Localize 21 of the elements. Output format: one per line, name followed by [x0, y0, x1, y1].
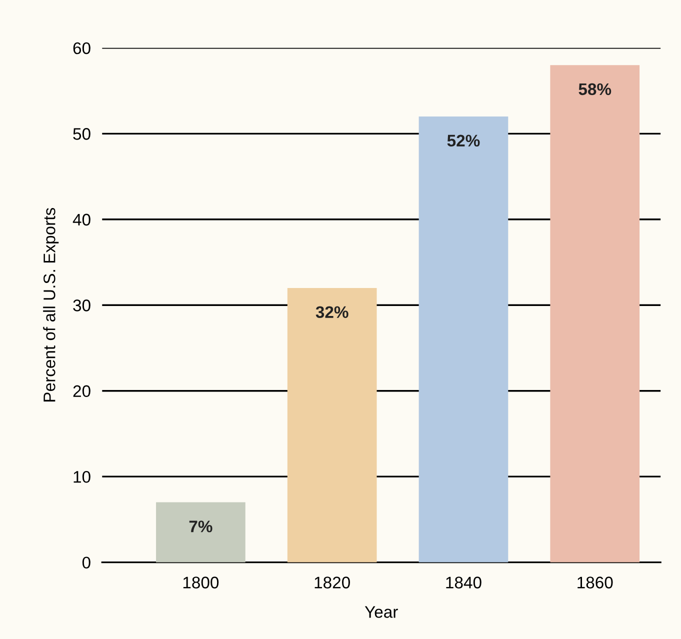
y-axis-title: Percent of all U.S. Exports: [43, 208, 59, 402]
bar: [418, 116, 508, 562]
y-tick-label: 20: [73, 385, 90, 398]
y-tick-label: 0: [82, 556, 90, 569]
y-tick-label: 50: [73, 128, 90, 140]
data-label: 58%: [578, 83, 612, 96]
x-tick-label: 1840: [446, 576, 482, 588]
x-axis-title: Year: [364, 606, 398, 618]
bar: [550, 65, 640, 562]
x-tick-label: 1860: [578, 576, 613, 588]
y-tick-label: 40: [72, 214, 90, 226]
y-tick-label: 30: [73, 300, 90, 312]
y-tick-label: 60: [73, 42, 90, 54]
x-tick-label: 1820: [314, 576, 350, 588]
bar: [287, 288, 377, 562]
x-tick-label: 1800: [183, 576, 219, 588]
data-label: 7%: [189, 520, 212, 532]
y-tick-label: 10: [74, 470, 90, 483]
bar: [156, 502, 246, 562]
data-label: 32%: [316, 306, 348, 318]
data-label: 52%: [447, 134, 480, 147]
